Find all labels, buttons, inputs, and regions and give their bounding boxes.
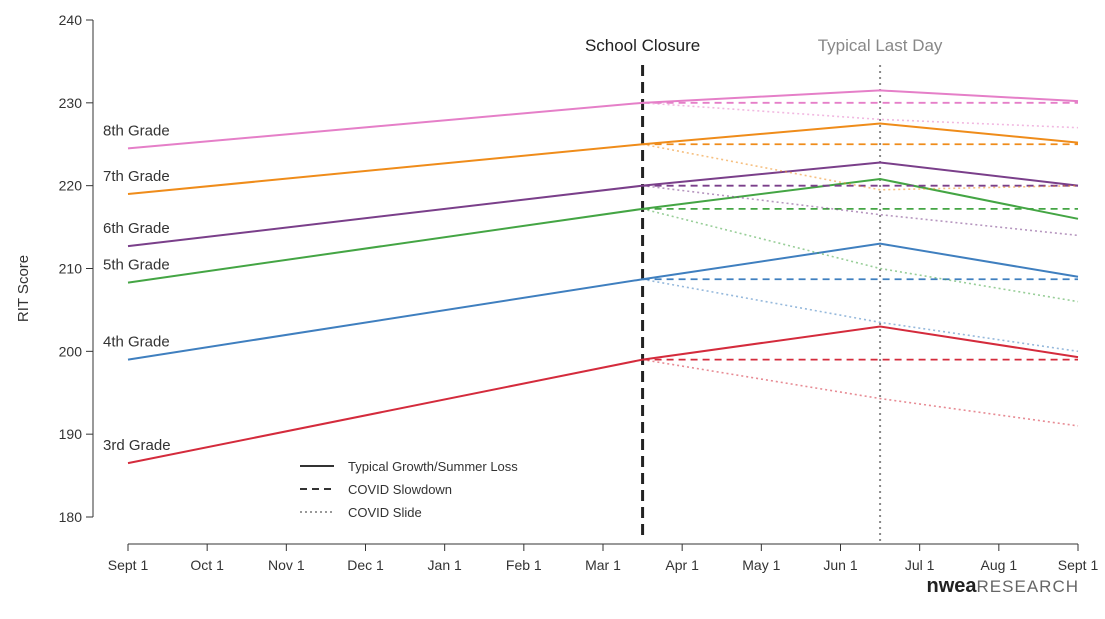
legend: Typical Growth/Summer Loss COVID Slowdown… (300, 459, 518, 520)
x-tick-label-9: Jun 1 (823, 557, 857, 573)
grade-label-layer: 3rd Grade 4th Grade 5th Grade 6th Grade 7th … (103, 122, 171, 454)
5th-grade-label: 5th Grade (103, 257, 170, 274)
legend-label-covid-slide: COVID Slide (348, 505, 422, 520)
3rd-grade-typical-line (127, 325, 1079, 465)
legend-label-typical-growth-summer-loss: Typical Growth/Summer Loss (348, 459, 518, 474)
nwea-research-logo: nweaRESEARCH (927, 575, 1080, 598)
annotation-layer: School Closure Typical Last Day (585, 36, 943, 541)
5th-grade-typical-line (127, 178, 1079, 284)
typical-last-day-label: Typical Last Day (818, 36, 943, 55)
school-closure-label: School Closure (585, 36, 700, 55)
y-tick-label-200: 200 (59, 343, 83, 359)
y-tick-label-180: 180 (59, 509, 83, 525)
x-tick-label-4: Jan 1 (428, 557, 462, 573)
x-tick-label-0: Sept 1 (108, 557, 149, 573)
4th-grade-label: 4th Grade (103, 334, 170, 351)
y-tick-label-210: 210 (59, 261, 83, 277)
y-axis-title: RIT Score (15, 255, 32, 322)
5th-grade-slide-line (642, 208, 1079, 303)
4th-grade-slide-line (642, 278, 1079, 353)
y-tick-label-220: 220 (59, 178, 83, 194)
7th-grade-slide-line (642, 143, 1079, 191)
3rd-grade-label: 3rd Grade (103, 437, 171, 454)
4th-grade-typical-line (127, 242, 1079, 361)
7th-grade-typical-line (127, 122, 1079, 195)
logo-bold-text: nwea (926, 575, 977, 597)
legend-label-covid-slowdown: COVID Slowdown (348, 482, 452, 497)
x-tick-label-3: Dec 1 (347, 557, 384, 573)
x-tick-label-8: May 1 (742, 557, 780, 573)
x-tick-label-2: Nov 1 (268, 557, 305, 573)
axes-layer: 180 190 200 210 220 230 240 RIT Score Sept 1 Oct … (15, 12, 1098, 573)
8th-grade-typical-line (127, 89, 1079, 150)
3rd-grade-slide-line (642, 358, 1079, 427)
6th-grade-label: 6th Grade (103, 220, 170, 237)
y-tick-label-190: 190 (59, 426, 83, 442)
8th-grade-label: 8th Grade (103, 122, 170, 139)
x-tick-label-5: Feb 1 (506, 557, 542, 573)
6th-grade-typical-line (127, 161, 1079, 248)
6th-grade-slide-line (642, 184, 1079, 237)
x-tick-label-11: Aug 1 (981, 557, 1018, 573)
x-tick-label-7: Apr 1 (665, 557, 699, 573)
x-tick-label-12: Sept 1 (1058, 557, 1099, 573)
8th-grade-slide-line (642, 102, 1079, 129)
x-tick-label-1: Oct 1 (190, 557, 224, 573)
x-tick-label-10: Jul 1 (905, 557, 935, 573)
logo-light-text: RESEARCH (976, 577, 1079, 596)
y-tick-label-230: 230 (59, 95, 83, 111)
y-tick-label-240: 240 (59, 12, 83, 28)
series-layer (127, 89, 1079, 465)
7th-grade-label: 7th Grade (103, 168, 170, 185)
x-tick-label-6: Mar 1 (585, 557, 621, 573)
